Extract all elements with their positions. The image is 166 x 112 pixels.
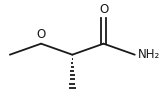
Text: NH₂: NH₂ [138, 48, 160, 61]
Text: O: O [99, 3, 108, 16]
Text: O: O [37, 28, 46, 41]
